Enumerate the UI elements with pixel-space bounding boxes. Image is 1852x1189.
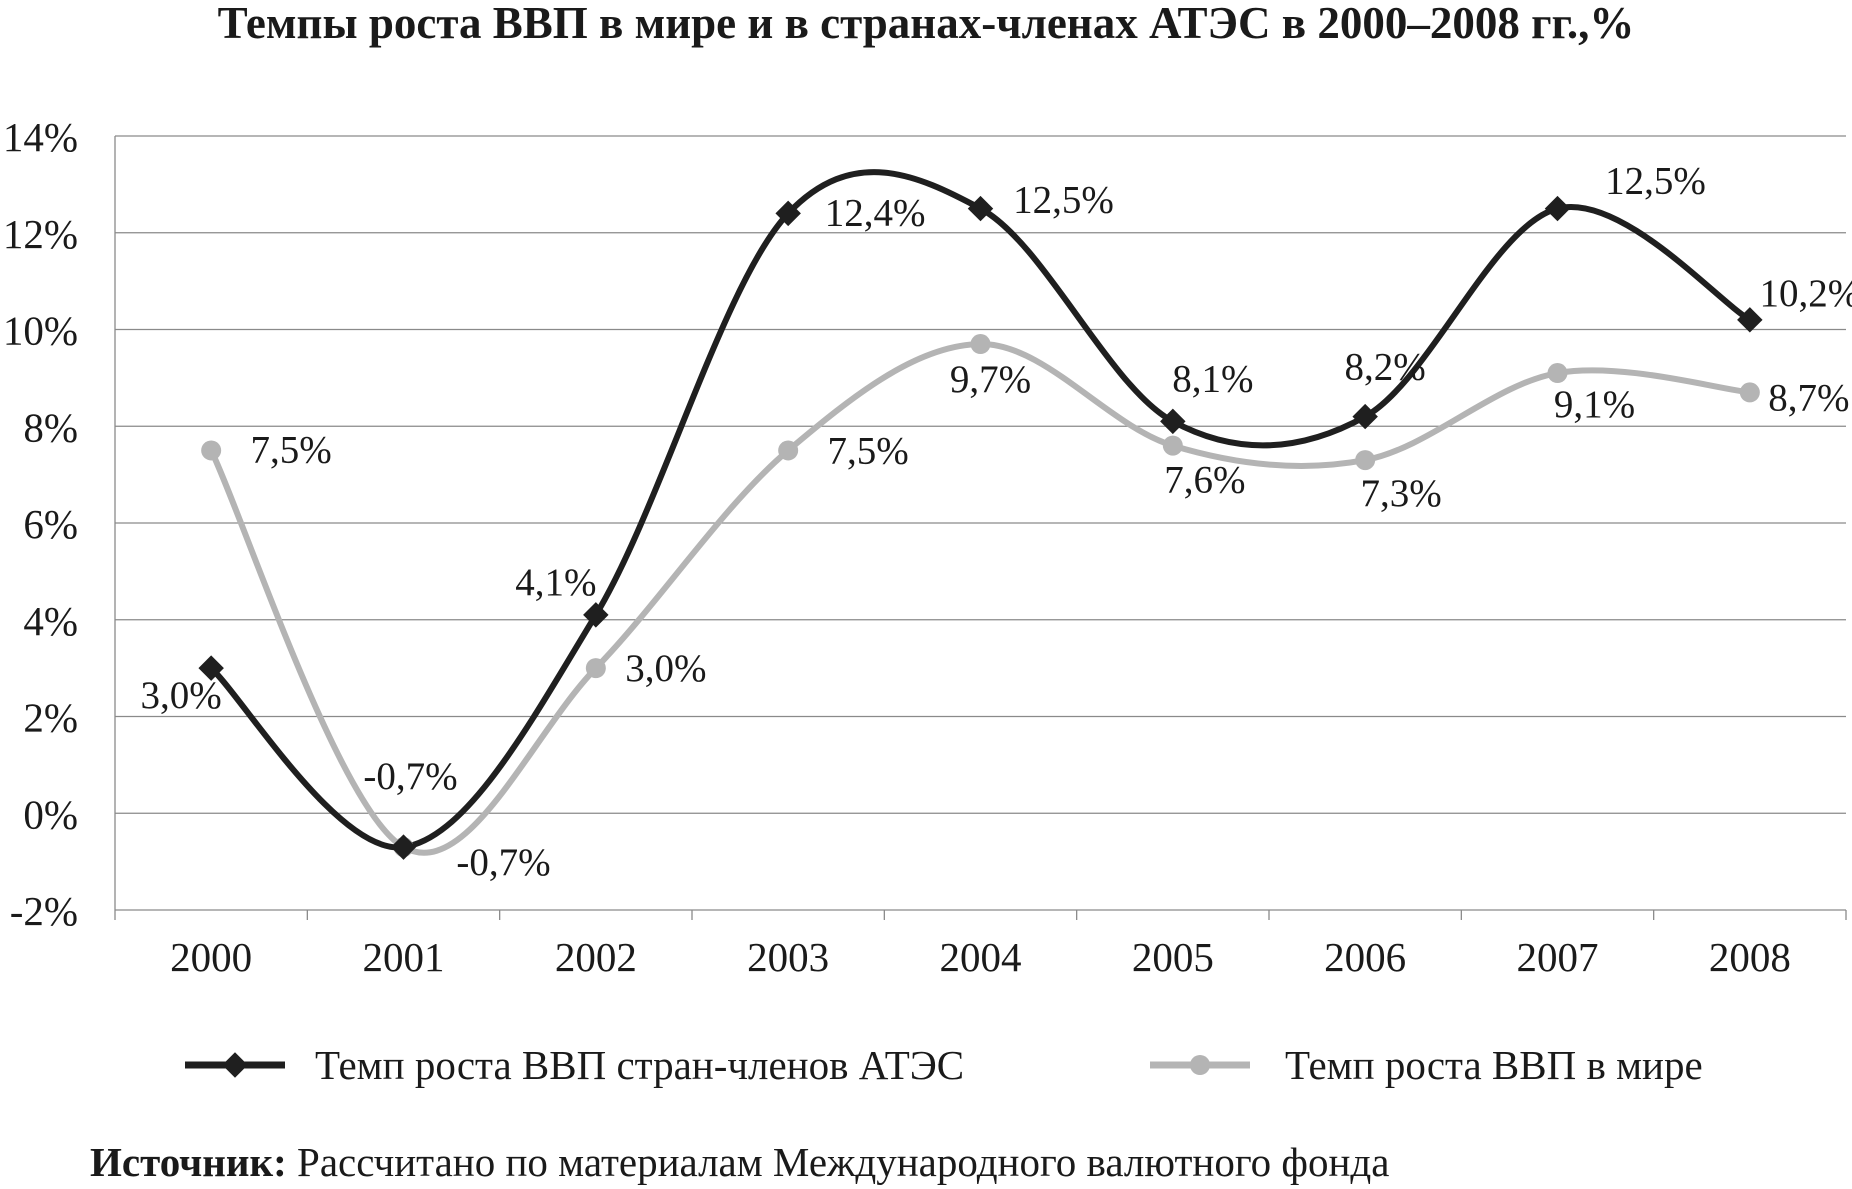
x-tick-label: 2002 (555, 934, 637, 980)
y-tick-label: 6% (23, 501, 78, 547)
grid-lines (114, 135, 1847, 920)
data-label-apec: 3,0% (141, 674, 222, 717)
legend-swatch-world (1150, 1055, 1250, 1075)
source-text: Рассчитано по материалам Международного … (297, 1139, 1390, 1185)
data-point-apec (198, 655, 224, 681)
data-point-world (1162, 435, 1183, 456)
series-lines (208, 169, 1752, 856)
y-tick-label: 2% (23, 695, 78, 741)
data-point-world (1547, 363, 1568, 384)
data-point-apec (583, 602, 609, 628)
source-note: Источник: Рассчитано по материалам Между… (90, 1138, 1389, 1186)
data-point-world (778, 440, 799, 461)
data-point-apec (967, 195, 994, 222)
y-tick-label: 10% (3, 308, 78, 354)
data-point-world (585, 658, 606, 679)
axis-labels: -2% 0% 2% 4% 6% 8% 10% 12% 14% 2000 2001 2002 2003 20… (3, 114, 1791, 980)
data-label-world: 7,5% (828, 429, 909, 472)
data-label-world: 7,6% (1164, 459, 1245, 502)
data-label-apec: 12,5% (1605, 160, 1706, 203)
data-point-world (1739, 382, 1760, 403)
data-label-apec: 8,2% (1345, 346, 1426, 389)
x-tick-label: 2004 (940, 934, 1022, 980)
data-label-world: 9,1% (1554, 383, 1635, 426)
y-tick-label: -2% (10, 888, 78, 934)
data-label-apec: 8,1% (1172, 357, 1253, 400)
source-label: Источник: (90, 1139, 287, 1185)
data-point-world (970, 334, 991, 355)
data-markers (198, 195, 1763, 860)
y-tick-label: 8% (23, 404, 78, 450)
data-label-world: 3,0% (625, 647, 706, 690)
data-label-apec: -0,7% (363, 755, 457, 798)
data-point-apec (775, 200, 801, 227)
data-point-apec (1544, 195, 1571, 222)
x-tick-label: 2001 (363, 934, 445, 980)
data-point-apec (390, 834, 417, 860)
data-point-world (201, 440, 222, 461)
x-tick-label: 2007 (1517, 934, 1599, 980)
data-label-world: 7,5% (251, 428, 332, 471)
legend-label-world: Темп роста ВВП в мире (1285, 1042, 1703, 1088)
data-label-world: 7,3% (1361, 472, 1442, 515)
data-label-apec: 12,4% (825, 191, 926, 234)
series-line-apec (209, 169, 1752, 851)
data-label-apec: 12,5% (1013, 179, 1114, 222)
legend-swatch-apec (185, 1052, 285, 1078)
y-tick-label: 14% (3, 114, 78, 160)
y-tick-label: 0% (23, 791, 78, 837)
data-label-apec: 10,2% (1759, 272, 1852, 315)
data-labels: 7,5% -0,7% 3,0% 7,5% 9,7% 7,6% 7,3% 9,1% 8,7% 3,0… (141, 160, 1852, 885)
legend: Темп роста ВВП стран-членов АТЭС Темп ро… (0, 1035, 1852, 1095)
data-label-world: -0,7% (456, 841, 550, 884)
data-point-world (1355, 450, 1376, 471)
x-tick-label: 2003 (747, 934, 829, 980)
x-tick-label: 2000 (170, 934, 252, 980)
x-tick-label: 2005 (1132, 934, 1214, 980)
data-label-world: 8,7% (1768, 376, 1849, 419)
data-label-world: 9,7% (950, 358, 1031, 401)
line-chart: -2% 0% 2% 4% 6% 8% 10% 12% 14% 2000 2001 2002 2003 20… (3, 114, 1852, 980)
x-tick-label: 2006 (1324, 934, 1406, 980)
y-tick-label: 4% (23, 598, 78, 644)
data-label-apec: 4,1% (515, 561, 596, 604)
chart-title: Темпы роста ВВП в мире и в странах-члена… (217, 0, 1635, 48)
legend-label-apec: Темп роста ВВП стран-членов АТЭС (315, 1042, 965, 1088)
x-tick-label: 2008 (1709, 934, 1791, 980)
y-tick-label: 12% (3, 211, 78, 257)
